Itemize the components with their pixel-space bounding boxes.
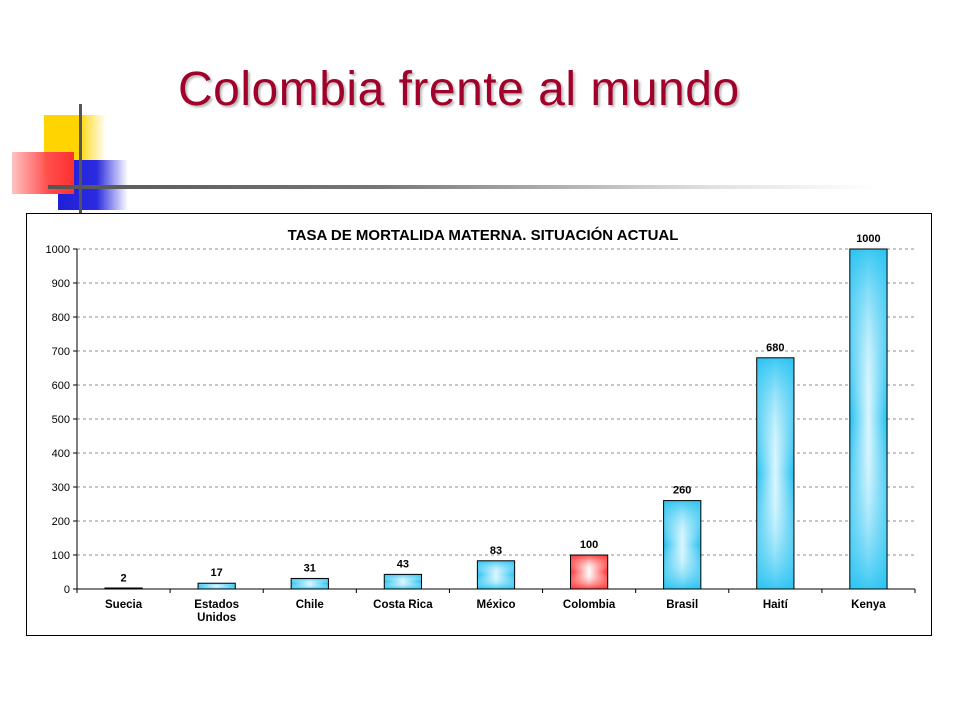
bars [104,248,888,590]
y-tick-label: 300 [52,482,70,494]
y-tick-label: 400 [52,448,70,460]
data-label: 83 [490,545,502,557]
bar-overlay [849,248,888,590]
x-category-label: Chile [296,599,324,611]
x-category-label: Haití [763,599,789,611]
y-tick-label: 900 [52,278,70,290]
bar-suecia [104,587,143,590]
y-tick-label: 200 [52,516,70,528]
bar-kenya [849,248,888,590]
data-label: 2 [120,572,126,584]
y-axis-ticks: 0 100 200 300 400 500 600 700 800 900 1000 [46,244,77,596]
chart-title: TASA DE MORTALIDA MATERNA. SITUACIÓN ACT… [288,226,679,244]
y-tick-label: 700 [52,346,70,358]
bar-overlay [569,554,609,590]
x-category-label: Unidos [197,612,236,624]
data-label: 100 [580,539,598,551]
x-category-label: Estados [194,599,239,611]
y-tick-label: 800 [52,312,70,324]
decor-vertical-line [79,104,82,214]
data-label: 31 [304,562,316,574]
x-category-label: Colombia [563,599,616,611]
data-label: 43 [397,558,409,570]
bar-estados-unidos [197,582,236,590]
y-tick-label: 1000 [46,244,70,256]
bar-haití [756,357,795,590]
data-label: 680 [766,342,784,354]
slide-title: Colombia frente al mundo [178,63,740,116]
bar-overlay [197,582,236,590]
y-tick-label: 600 [52,380,70,392]
bar-méxico [476,560,516,590]
bar-costa rica [383,573,423,590]
bar-overlay [663,500,702,590]
y-tick-label: 100 [52,550,70,562]
bar-chart: TASA DE MORTALIDA MATERNA. SITUACIÓN ACT… [46,226,916,624]
chart-container: TASA DE MORTALIDA MATERNA. SITUACIÓN ACT… [26,213,932,636]
data-label: 1000 [856,233,880,245]
data-label: 17 [211,567,223,579]
y-tick-label: 0 [64,584,70,596]
x-category-label: Suecia [105,599,143,611]
data-label: 260 [673,485,691,497]
bar-overlay [104,587,143,590]
bar-brasil [663,500,702,590]
data-labels: 2 17 31 43 83 100 260 680 1000 [120,233,880,584]
x-category-label: México [477,599,516,611]
bar-overlay [290,577,329,590]
bar-overlay [756,357,795,590]
bar-overlay [476,560,516,590]
x-category-label: Kenya [851,599,886,611]
x-category-label: Brasil [666,599,698,611]
bar-chile [290,577,329,590]
decor-horizontal-line [48,185,878,189]
y-tick-label: 500 [52,414,70,426]
x-category-label: Costa Rica [373,599,433,611]
bar-colombia [569,554,609,590]
bar-overlay [383,573,423,590]
